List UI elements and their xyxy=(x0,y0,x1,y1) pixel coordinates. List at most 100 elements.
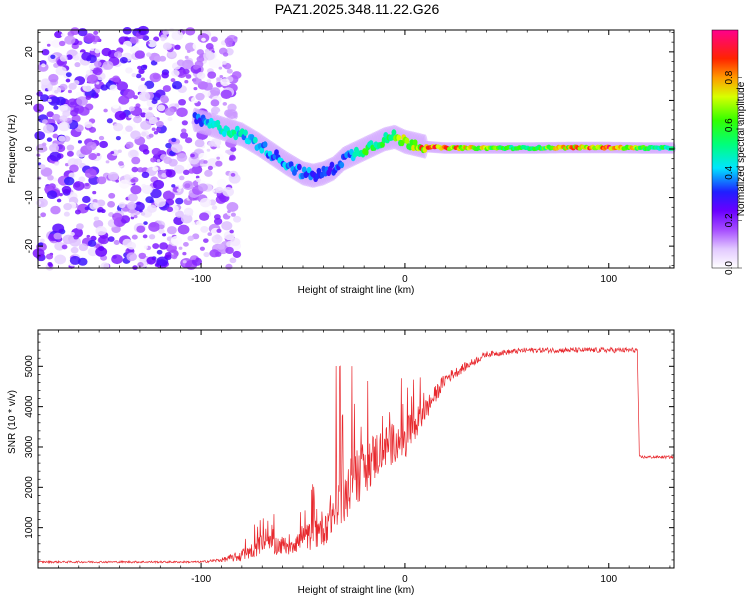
x-tick-label: -100 xyxy=(191,274,211,285)
spectrogram-noise-cell xyxy=(69,255,81,265)
spectrogram-noise-cell xyxy=(125,125,133,132)
spectrogram-noise-cell xyxy=(203,50,215,61)
spectrogram-noise-cell xyxy=(205,43,214,50)
spectrogram-ridge-cell xyxy=(339,161,345,169)
spectrogram-noise-cell xyxy=(184,137,193,144)
spectrogram-noise-cell xyxy=(192,41,203,51)
spectrogram-ridge-cell xyxy=(306,166,312,174)
spectrogram-noise-cell xyxy=(107,171,119,181)
spectrogram-noise-cell xyxy=(220,78,230,87)
spectrogram-noise-cell xyxy=(181,128,187,133)
spectrogram-noise-cell xyxy=(93,216,99,221)
spectrogram-noise-cell xyxy=(151,147,161,156)
spectrogram-noise-cell xyxy=(203,160,208,164)
spectrogram-noise-cell xyxy=(52,133,59,139)
spectrogram-noise-cell xyxy=(171,254,178,260)
spectrogram-noise-cell xyxy=(215,186,224,194)
spectrogram-noise-cell xyxy=(70,246,79,254)
spectrogram-noise-cell xyxy=(140,212,146,216)
spectrogram-noise-cell xyxy=(152,179,165,190)
spectrogram-noise-cell xyxy=(58,121,70,132)
spectrogram-noise-cell xyxy=(206,148,211,152)
spectrogram-noise-cell xyxy=(92,190,97,195)
spectrogram-noise-cell xyxy=(61,244,68,250)
spectrogram-noise-cell xyxy=(175,210,184,218)
spectrogram-noise-cell xyxy=(97,209,102,213)
spectrogram-noise-cell xyxy=(86,74,99,84)
spectrogram-noise-cell xyxy=(127,201,137,210)
spectrogram-noise-cell xyxy=(108,80,112,84)
spectrogram-noise-cell xyxy=(46,190,58,200)
spectrogram-noise-cell xyxy=(167,116,173,122)
spectrogram-noise-cell xyxy=(63,211,70,217)
spectrogram-noise-cell xyxy=(152,243,160,249)
spectrogram-noise-cell xyxy=(131,166,139,173)
spectrogram-noise-cell xyxy=(164,107,175,116)
spectrogram-noise-cell xyxy=(100,84,109,91)
spectrogram-noise-cell xyxy=(77,140,82,144)
spectrogram-noise-cell xyxy=(222,52,229,57)
spectrogram-noise-cell xyxy=(157,104,166,112)
spectrogram-noise-cell xyxy=(158,228,165,234)
spectrogram-noise-cell xyxy=(86,234,91,238)
spectrogram-noise-cell xyxy=(38,242,44,247)
spectrogram-noise-cell xyxy=(153,130,159,135)
spectrogram-noise-cell xyxy=(195,92,205,101)
y-tick-label: 0 xyxy=(24,146,35,152)
spectrogram-noise-cell xyxy=(148,106,153,111)
spectrogram-noise-cell xyxy=(137,167,144,173)
spectrogram-noise-cell xyxy=(60,33,65,37)
spectrogram-ridge-cell xyxy=(363,149,369,156)
x-tick-label: 100 xyxy=(600,574,617,585)
spectrogram-noise-cell xyxy=(63,176,75,186)
spectrogram-noise-cell xyxy=(65,72,72,78)
spectrogram-noise-cell xyxy=(111,254,123,265)
spectrogram-noise-cell xyxy=(92,67,103,76)
spectrogram-noise-cell xyxy=(120,215,131,224)
spectrogram-noise-cell xyxy=(117,80,122,85)
spectrogram-noise-cell xyxy=(54,241,65,251)
spectrogram-noise-cell xyxy=(118,161,124,166)
spectrogram-noise-cell xyxy=(54,254,67,265)
colorbar-tick-label: 0.6 xyxy=(724,118,735,132)
spectrogram-noise-cell xyxy=(229,257,237,264)
spectrogram-noise-cell xyxy=(56,198,62,203)
spectrogram-noise-cell xyxy=(111,102,120,109)
spectrogram-ridge-cell xyxy=(399,139,405,147)
spectrogram-noise-cell xyxy=(193,87,198,91)
spectrogram-noise-cell xyxy=(225,263,233,270)
spectrogram-noise-cell xyxy=(78,243,88,252)
spectrogram-noise-cell xyxy=(231,71,242,80)
spectrogram-noise-cell xyxy=(56,119,61,123)
spectrogram-ridge-cell xyxy=(396,134,402,142)
spectrogram-noise-cell xyxy=(131,156,141,165)
spectrogram-noise-cell xyxy=(94,48,101,54)
spectrogram-noise-cell xyxy=(180,132,189,139)
spectrogram-noise-cell xyxy=(158,224,165,230)
spectrogram-noise-cell xyxy=(146,52,152,57)
spectrogram-noise-cell xyxy=(162,85,172,93)
colorbar-frame xyxy=(711,29,739,269)
spectrogram-noise-cell xyxy=(50,54,56,59)
spectrogram-noise-cell xyxy=(193,64,199,70)
spectrogram-noise-cell xyxy=(67,89,72,94)
spectrogram-noise-cell xyxy=(47,98,52,103)
spectrogram-noise-cell xyxy=(133,214,138,219)
spectrogram-noise-cell xyxy=(178,246,183,250)
spectrogram-noise-cell xyxy=(105,160,110,164)
spectrogram-noise-cell xyxy=(151,99,158,105)
spectrogram-noise-cell xyxy=(182,251,187,256)
spectrogram-noise-cell xyxy=(211,234,223,244)
spectrogram-noise-cell xyxy=(52,223,65,234)
spectrogram-noise-cell xyxy=(51,39,62,48)
spectrogram-noise-cell xyxy=(54,161,59,166)
spectrogram-noise-cell xyxy=(202,81,213,91)
spectrogram-noise-cell xyxy=(218,66,223,70)
spectrogram-noise-cell xyxy=(229,229,234,234)
y-tick-label: 4000 xyxy=(24,395,35,418)
spectrogram-noise-cell xyxy=(61,185,72,194)
spectrogram-noise-cell xyxy=(59,83,68,91)
snr-x-axis: -100 0 100 xyxy=(37,330,671,585)
